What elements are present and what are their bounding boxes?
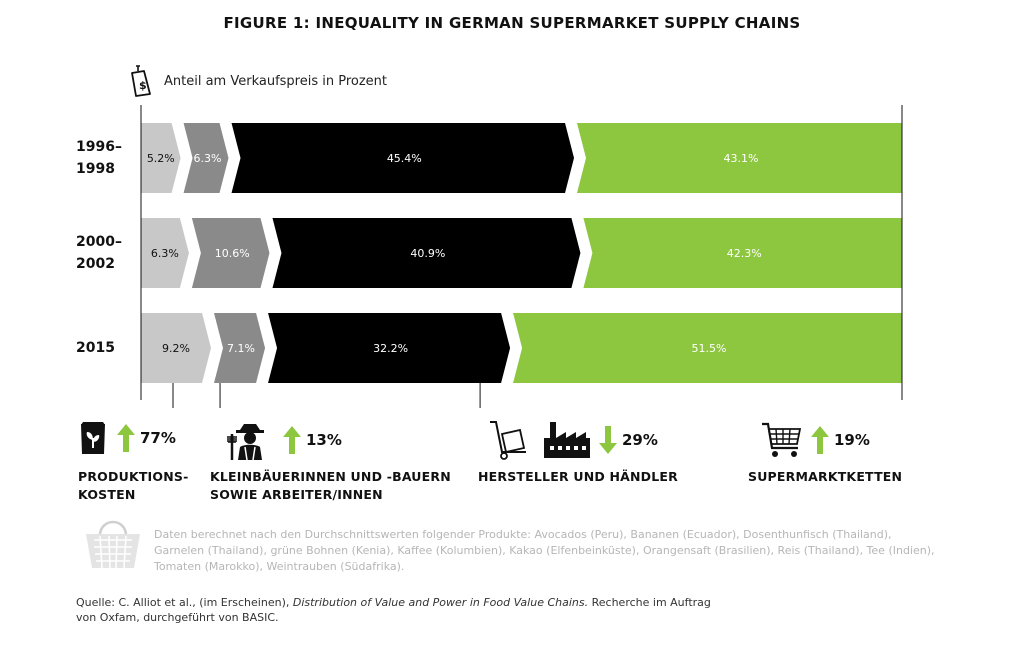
bar-label-hersteller-0: 45.4% (387, 152, 422, 165)
unit-row: $ Anteil am Verkaufspreis in Prozent (128, 64, 387, 98)
change-value: 77% (140, 429, 176, 447)
basket-icon (86, 520, 140, 569)
group-hersteller: 29% (486, 420, 658, 460)
year-label: 1996– 1998 (76, 139, 122, 177)
bar-produktionskosten-0 (141, 123, 181, 193)
bar-supermarkt-1 (583, 218, 902, 288)
chart-title: FIGURE 1: INEQUALITY IN GERMAN SUPERMARK… (223, 14, 801, 32)
group-supermarktketten: 19% (760, 420, 870, 460)
footnote: Daten berechnet nach den Durchschnittswe… (154, 528, 935, 573)
bar-label-kleinbauern-0: 6.3% (194, 152, 222, 165)
unit-label: Anteil am Verkaufspreis in Prozent (164, 73, 388, 89)
bar-hersteller-1 (272, 218, 581, 288)
year-label: 2000– 2002 (76, 234, 122, 272)
shopping-cart-icon (762, 422, 802, 457)
group-label-produktionskosten: PRODUKTIONS- KOSTEN (78, 469, 189, 502)
arrow-down-icon (599, 426, 617, 454)
bar-label-hersteller-1: 40.9% (410, 247, 445, 260)
factory-icon (544, 422, 590, 458)
bar-kleinbauern-1 (191, 218, 270, 288)
change-value: 13% (306, 431, 342, 449)
change-value: 19% (834, 431, 870, 449)
bar-label-hersteller-2: 32.2% (373, 342, 408, 355)
group-kleinbauern: 13% (226, 420, 342, 460)
bar-label-supermarkt-2: 51.5% (692, 342, 727, 355)
bar-label-produktionskosten-1: 6.3% (151, 247, 179, 260)
farmer-icon (227, 424, 264, 460)
stacked-bar-chart: 5.2% 6.3% 45.4% 43.1% 6.3% 10.6% 40.9% 42.3% 9.2… (140, 105, 903, 408)
group-label-hersteller: HERSTELLER UND HÄNDLER (478, 469, 678, 484)
bar-supermarkt-0 (577, 123, 902, 193)
svg-text:$: $ (139, 79, 147, 92)
bar-kleinbauern-2 (214, 313, 266, 383)
group-produktionskosten: 77% (78, 420, 176, 456)
bar-label-kleinbauern-2: 7.1% (227, 342, 255, 355)
source-note: Quelle: C. Alliot et al., (im Erscheinen… (76, 596, 711, 624)
bar-produktionskosten-1 (141, 218, 189, 288)
hand-truck-icon (490, 421, 526, 460)
group-label-kleinbauern: KLEINBÄUERINNEN UND -BAUERN SOWIE ARBEITE… (210, 469, 451, 502)
bar-produktionskosten-2 (141, 313, 212, 383)
bar-label-produktionskosten-0: 5.2% (147, 152, 175, 165)
bar-supermarkt-2 (513, 313, 902, 383)
arrow-up-icon (117, 424, 135, 452)
change-value: 29% (622, 431, 658, 449)
price-tag-icon: $ (131, 65, 151, 97)
bar-hersteller-2 (268, 313, 511, 383)
group-label-supermarktketten: SUPERMARKTKETTEN (748, 469, 903, 484)
bar-label-supermarkt-1: 42.3% (727, 247, 762, 260)
bar-kleinbauern-0 (183, 123, 229, 193)
bar-label-produktionskosten-2: 9.2% (162, 342, 190, 355)
bar-label-kleinbauern-1: 10.6% (215, 247, 250, 260)
arrow-up-icon (811, 426, 829, 454)
arrow-up-icon (283, 426, 301, 454)
bar-label-supermarkt-0: 43.1% (724, 152, 759, 165)
bar-hersteller-0 (231, 123, 575, 193)
year-label: 2015 (76, 340, 115, 356)
seed-bag-icon (81, 422, 105, 454)
